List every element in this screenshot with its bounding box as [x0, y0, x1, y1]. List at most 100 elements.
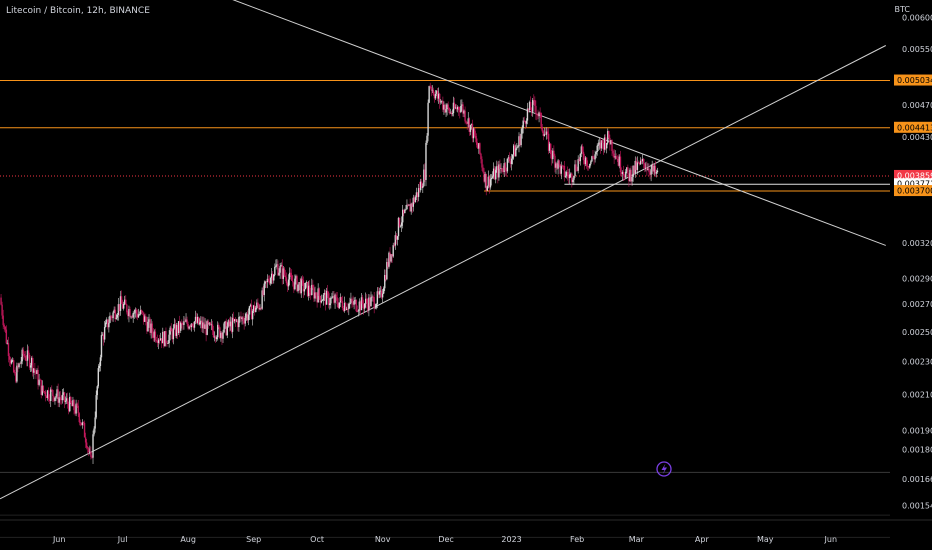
candle: [92, 434, 94, 458]
candle: [178, 321, 181, 331]
candle: [78, 413, 80, 423]
candle: [236, 320, 238, 322]
candle: [161, 338, 163, 344]
price-tick: 0.002700: [902, 300, 932, 309]
candle: [82, 422, 85, 423]
candle: [535, 105, 537, 115]
candle: [251, 310, 254, 320]
candle: [108, 322, 110, 328]
candle: [344, 302, 347, 310]
candle: [349, 302, 351, 304]
candle: [263, 283, 265, 295]
candle: [391, 254, 393, 257]
price-tick: 0.002300: [902, 358, 932, 367]
candle: [648, 168, 650, 173]
candle: [651, 164, 653, 170]
candle: [166, 342, 168, 344]
candle: [244, 317, 246, 324]
candle: [335, 294, 337, 298]
candle: [217, 324, 219, 338]
price-tick: 0.004300: [902, 133, 932, 142]
time-tick: Jul: [117, 535, 128, 544]
candle: [28, 354, 31, 368]
candle: [519, 136, 521, 146]
candle: [525, 120, 528, 124]
candle: [466, 122, 468, 124]
candle: [526, 108, 529, 121]
candle: [453, 102, 456, 109]
time-tick: Dec: [438, 535, 453, 544]
candle: [351, 298, 353, 302]
candle: [75, 403, 77, 414]
candle: [467, 118, 469, 124]
candle: [63, 392, 66, 402]
candle: [591, 156, 593, 162]
candle: [366, 298, 368, 304]
candle: [347, 308, 349, 310]
candle: [262, 290, 264, 295]
candle: [109, 315, 111, 323]
candle: [557, 160, 559, 169]
candle: [365, 298, 367, 304]
candle: [172, 328, 175, 340]
candle: [297, 284, 299, 292]
lightning-icon[interactable]: [656, 461, 672, 477]
time-tick: Mar: [629, 535, 645, 544]
candle: [189, 326, 191, 328]
candle: [561, 165, 564, 167]
candle: [242, 317, 244, 322]
candle: [202, 322, 204, 329]
candle: [279, 266, 281, 273]
candle: [474, 136, 477, 139]
candle: [483, 171, 485, 182]
candle: [186, 319, 188, 325]
candle: [228, 320, 231, 327]
candle: [141, 311, 144, 313]
candle: [552, 150, 554, 160]
candle: [628, 173, 630, 182]
candle: [129, 309, 131, 317]
candle: [442, 100, 444, 110]
candle: [207, 321, 209, 325]
candle: [100, 335, 103, 358]
candle: [21, 349, 23, 362]
candle: [316, 296, 318, 303]
candle: [633, 165, 635, 174]
candle: [513, 145, 515, 155]
candle: [219, 327, 221, 338]
candle: [0, 297, 2, 305]
candle: [630, 169, 632, 182]
candle: [363, 303, 366, 309]
candle: [105, 322, 107, 327]
candle: [560, 165, 562, 174]
price-tick: 0.001660: [902, 475, 932, 484]
candle: [395, 235, 398, 240]
price-tag: [894, 185, 932, 197]
candle: [167, 343, 169, 344]
candle: [11, 360, 14, 362]
candle: [127, 312, 129, 317]
candle: [350, 298, 352, 303]
candle: [322, 294, 325, 301]
candle: [360, 297, 363, 311]
candle: [593, 157, 595, 160]
candle: [194, 316, 197, 322]
candle: [70, 396, 72, 403]
candle: [608, 131, 610, 138]
candle: [584, 157, 587, 165]
candle: [579, 153, 581, 162]
candle: [324, 292, 327, 305]
candle: [424, 169, 426, 180]
candle: [39, 379, 41, 381]
candle: [135, 309, 138, 314]
candle: [338, 302, 340, 308]
candle: [62, 392, 65, 395]
candle: [641, 158, 644, 162]
candle: [212, 330, 215, 337]
candle: [295, 276, 297, 279]
candle: [329, 303, 331, 306]
candle: [573, 176, 575, 180]
chart-title: Litecoin / Bitcoin, 12h, BINANCE: [6, 6, 150, 16]
candle: [368, 297, 370, 311]
